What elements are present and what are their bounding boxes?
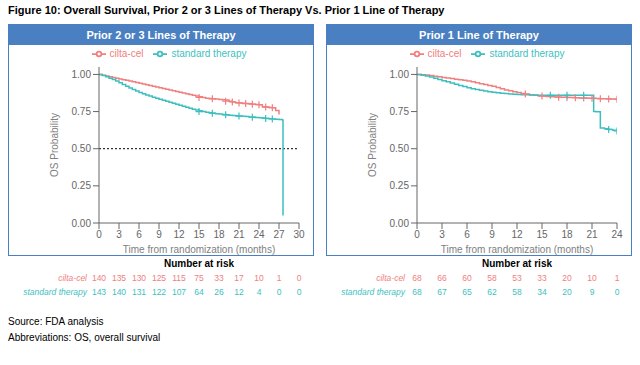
svg-text:15: 15 <box>193 229 205 240</box>
svg-text:OS Probability: OS Probability <box>367 113 378 177</box>
html-text:9: 9 <box>589 287 595 297</box>
html-text:58: 58 <box>487 273 497 283</box>
svg-text:Time from randomization (month: Time from randomization (months) <box>123 244 275 255</box>
svg-text:0.75: 0.75 <box>72 106 92 117</box>
svg-text:15: 15 <box>536 229 548 240</box>
html-text:Abbreviations: OS, overall sur: Abbreviations: OS, overall survival <box>8 332 161 343</box>
html-text:cilta-cel: cilta-cel <box>109 47 144 59</box>
html-text:Figure 10: Overall Survival, P: Figure 10: Overall Survival, Prior 2 or … <box>8 4 445 16</box>
html-text:0: 0 <box>276 287 282 297</box>
html-text:33: 33 <box>214 273 224 283</box>
html-text:1: 1 <box>614 273 620 283</box>
svg-text:27: 27 <box>273 229 285 240</box>
svg-text:0.25: 0.25 <box>72 180 92 191</box>
html-text:standard therapy: standard therapy <box>23 287 87 297</box>
svg-text:1.00: 1.00 <box>390 69 410 80</box>
svg-text:21: 21 <box>233 229 245 240</box>
svg-text:0.00: 0.00 <box>72 218 92 229</box>
html-text:17: 17 <box>234 273 244 283</box>
html-text:standard therapy: standard therapy <box>341 287 405 297</box>
svg-text:1.00: 1.00 <box>72 69 92 80</box>
svg-text:0.50: 0.50 <box>72 143 92 154</box>
html-text:131: 131 <box>131 287 147 297</box>
html-text:0: 0 <box>614 287 620 297</box>
html-text:cilta-cel: cilta-cel <box>376 273 405 283</box>
html-text:0: 0 <box>296 287 302 297</box>
svg-text:21: 21 <box>586 229 598 240</box>
html-text:33: 33 <box>537 273 547 283</box>
svg-text:9: 9 <box>156 229 162 240</box>
svg-text:0.25: 0.25 <box>390 180 410 191</box>
svg-text:30: 30 <box>293 229 305 240</box>
html-text:26: 26 <box>214 287 224 297</box>
html-text:53: 53 <box>512 273 522 283</box>
svg-text:24: 24 <box>611 229 623 240</box>
svg-text:0.50: 0.50 <box>390 143 410 154</box>
svg-text:0.75: 0.75 <box>390 106 410 117</box>
html-text:125: 125 <box>151 273 167 283</box>
html-text:Prior 1 Line of Therapy: Prior 1 Line of Therapy <box>419 29 539 41</box>
html-text:Source: FDA analysis: Source: FDA analysis <box>8 316 104 327</box>
html-text:standard therapy: standard therapy <box>171 47 247 59</box>
html-text:4: 4 <box>256 287 262 297</box>
html-text:115: 115 <box>172 273 186 283</box>
html-text:68: 68 <box>412 287 422 297</box>
html-text:20: 20 <box>562 287 572 297</box>
html-text:cilta-cel: cilta-cel <box>58 273 87 283</box>
svg-text:18: 18 <box>213 229 225 240</box>
html-text:34: 34 <box>537 287 547 297</box>
html-text:130: 130 <box>131 273 147 283</box>
html-text:1: 1 <box>276 273 282 283</box>
html-text:standard therapy: standard therapy <box>489 47 565 59</box>
html-text:64: 64 <box>194 287 204 297</box>
html-text:20: 20 <box>562 273 572 283</box>
svg-text:6: 6 <box>464 229 470 240</box>
svg-text:Time from randomization (month: Time from randomization (months) <box>441 244 593 255</box>
html-text:58: 58 <box>512 287 522 297</box>
svg-text:0.00: 0.00 <box>390 218 410 229</box>
html-text:68: 68 <box>412 273 422 283</box>
svg-text:24: 24 <box>253 229 265 240</box>
html-text:122: 122 <box>151 287 167 297</box>
svg-text:0: 0 <box>96 229 102 240</box>
html-text:12: 12 <box>234 287 244 297</box>
html-text:135: 135 <box>111 273 127 283</box>
html-text:140: 140 <box>111 287 127 297</box>
html-text:Number at risk: Number at risk <box>482 258 552 269</box>
html-text:107: 107 <box>171 287 187 297</box>
svg-text:9: 9 <box>489 229 495 240</box>
html-text:67: 67 <box>437 287 447 297</box>
svg-text:18: 18 <box>561 229 573 240</box>
html-text:66: 66 <box>437 273 447 283</box>
html-text:10: 10 <box>254 273 264 283</box>
svg-text:12: 12 <box>173 229 185 240</box>
svg-text:12: 12 <box>511 229 523 240</box>
html-text:10: 10 <box>587 273 597 283</box>
html-text:cilta-cel: cilta-cel <box>427 47 462 59</box>
html-text:62: 62 <box>487 287 497 297</box>
svg-text:3: 3 <box>116 229 122 240</box>
html-text:143: 143 <box>91 287 107 297</box>
svg-text:0: 0 <box>414 229 420 240</box>
html-text:Prior 2 or 3 Lines of Therapy: Prior 2 or 3 Lines of Therapy <box>86 29 236 41</box>
svg-text:6: 6 <box>136 229 142 240</box>
html-text:140: 140 <box>91 273 107 283</box>
html-text:0: 0 <box>296 273 302 283</box>
html-text:Number at risk: Number at risk <box>164 258 234 269</box>
html-text:75: 75 <box>194 273 204 283</box>
svg-text:3: 3 <box>439 229 445 240</box>
html-text:65: 65 <box>462 287 472 297</box>
html-text:60: 60 <box>462 273 472 283</box>
svg-text:OS Probability: OS Probability <box>49 113 60 177</box>
